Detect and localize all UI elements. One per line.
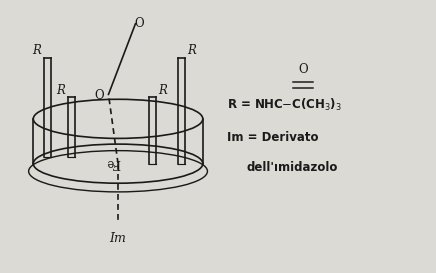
Text: R: R xyxy=(56,84,65,97)
Text: O: O xyxy=(94,89,104,102)
Text: R: R xyxy=(158,84,167,97)
Text: Fe: Fe xyxy=(106,156,120,169)
Text: Im = Derivato: Im = Derivato xyxy=(227,131,318,144)
Text: O: O xyxy=(134,17,144,30)
Text: R: R xyxy=(187,44,196,57)
Text: R: R xyxy=(32,44,41,57)
Text: Im: Im xyxy=(109,232,126,245)
Text: dell'ımidazolo: dell'ımidazolo xyxy=(246,161,337,174)
Text: O: O xyxy=(298,63,307,76)
Text: R = NHC$-$C(CH$_3$)$_3$: R = NHC$-$C(CH$_3$)$_3$ xyxy=(227,97,342,113)
